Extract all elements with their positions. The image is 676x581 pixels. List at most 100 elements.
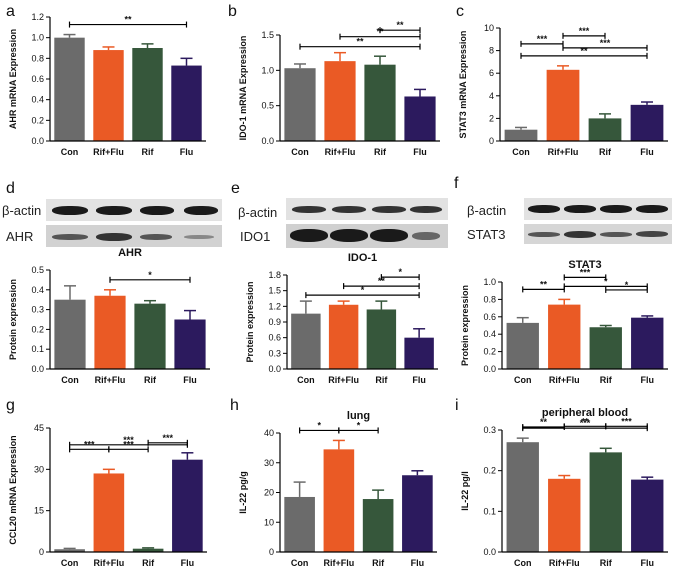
y-tick-label: 1.5 — [268, 286, 281, 296]
blot-d-ahr-strip — [46, 225, 222, 247]
y-axis-label: CCL20 mRNA Expression — [8, 435, 18, 544]
bar-Rif+Flu — [93, 473, 125, 552]
significance-label: *** — [580, 267, 591, 277]
bar-Rif — [362, 499, 394, 552]
blot-band — [184, 206, 218, 215]
significance-label: ** — [580, 46, 588, 56]
blot-band — [636, 231, 668, 237]
blot-f-actin-strip — [524, 198, 672, 220]
y-axis-label: STAT3 mRNA Expression — [458, 31, 468, 139]
y-tick-label: 1.5 — [261, 30, 274, 40]
y-tick-label: 1.0 — [483, 277, 496, 287]
x-tick-label: Rif — [142, 558, 155, 568]
y-axis-label: IL-22 pg/l — [460, 471, 470, 511]
x-tick-label: Flu — [180, 147, 194, 157]
bar-Flu — [402, 475, 433, 552]
panel-letter: f — [454, 175, 459, 192]
blot-band — [600, 232, 632, 237]
x-tick-label: Rif+Flu — [549, 375, 580, 385]
bar-Rif+Flu — [94, 295, 126, 369]
significance-label: * — [604, 276, 608, 286]
bar-Rif+Flu — [548, 304, 581, 369]
y-tick-label: 0.2 — [483, 466, 496, 476]
chart-panel-b: b Con Rif+Flu Rif Flu 0.0 0.5 1.0 1.5 IDO-1 mRNA … — [228, 3, 440, 157]
y-tick-label: 10 — [264, 517, 274, 527]
blot-band — [600, 205, 632, 213]
y-tick-label: 0.8 — [483, 294, 496, 304]
y-tick-label: 1.0 — [261, 65, 274, 75]
chart-title: STAT3 — [568, 259, 601, 271]
x-tick-label: Flu — [641, 558, 655, 568]
significance-label: *** — [123, 435, 134, 445]
y-tick-label: 2 — [489, 113, 494, 123]
bar-Rif+Flu — [323, 449, 355, 552]
bar-Rif — [588, 118, 622, 141]
bar-Rif+Flu — [93, 50, 124, 141]
significance-label: *** — [84, 439, 95, 449]
y-tick-label: 1.2 — [268, 301, 281, 311]
x-tick-label: Rif+Flu — [94, 558, 125, 568]
x-tick-label: Con — [297, 375, 315, 385]
x-tick-label: Rif+Flu — [548, 147, 579, 157]
significance-label: ** — [540, 417, 548, 427]
blot-f-bottom-label: STAT3 — [467, 227, 506, 242]
x-tick-label: Rif — [144, 375, 157, 385]
x-tick-label: Flu — [412, 375, 426, 385]
bar-Flu — [404, 337, 434, 369]
y-tick-label: 30 — [264, 458, 274, 468]
y-tick-label: 0.9 — [268, 317, 281, 327]
bar-Flu — [174, 319, 206, 369]
chart-title: lung — [347, 410, 370, 422]
y-tick-label: 0.0 — [31, 136, 44, 146]
blot-band — [292, 206, 326, 213]
y-tick-label: 8 — [489, 46, 494, 56]
y-tick-label: 40 — [264, 428, 274, 438]
y-tick-label: 0.0 — [483, 547, 496, 557]
y-tick-label: 0.0 — [31, 364, 44, 374]
x-tick-label: Rif+Flu — [93, 147, 124, 157]
bar-Rif — [589, 452, 622, 552]
bar-Rif — [366, 309, 397, 369]
y-axis-label: Protein expression — [245, 281, 255, 362]
y-axis-label: Protein expression — [8, 279, 18, 360]
bar-Rif+Flu — [548, 478, 581, 552]
chart-panel-i: i peripheral blood Con Rif+Flu Rif Flu 0.0 0.1 0… — [455, 397, 668, 568]
chart-title: AHR — [118, 247, 142, 259]
y-axis-label: IL-22 pg/g — [238, 471, 248, 514]
x-tick-label: Flu — [641, 375, 655, 385]
blot-e-top-label: β-actin — [238, 205, 278, 220]
panel-letter: h — [230, 397, 239, 414]
x-tick-label: Rif — [374, 147, 387, 157]
y-tick-label: 30 — [34, 464, 44, 474]
significance-label: ** — [540, 279, 548, 289]
significance-label: *** — [162, 433, 173, 443]
x-tick-label: Con — [291, 147, 309, 157]
y-tick-label: 0.4 — [31, 95, 44, 105]
bar-Rif+Flu — [328, 304, 359, 369]
bar-Con — [506, 442, 539, 552]
significance-label: ** — [396, 20, 404, 30]
blot-band — [330, 229, 368, 242]
bar-Con — [504, 129, 538, 141]
y-tick-label: 10 — [484, 23, 494, 33]
significance-label: * — [625, 280, 629, 290]
y-tick-label: 0.5 — [261, 101, 274, 111]
chart-panel-h: h lung Con Rif+Flu Rif Flu 0 10 20 30 40 IL-22 pg/g… — [230, 397, 437, 568]
x-tick-label: Con — [291, 558, 309, 568]
bar-Con — [506, 322, 539, 369]
y-tick-label: 0.3 — [483, 425, 496, 435]
bar-Flu — [631, 479, 664, 552]
chart-panel-a: a Con Rif+Flu Rif Flu 0.0 0.2 0.4 0.6 0.8 1.0 1.2 AH… — [6, 3, 206, 157]
significance-label: *** — [537, 34, 548, 44]
y-tick-label: 45 — [34, 423, 44, 433]
bar-Flu — [171, 65, 202, 141]
bar-Con — [54, 37, 85, 141]
significance-label: * — [148, 270, 152, 280]
significance-label: * — [398, 267, 402, 277]
y-tick-label: 0.0 — [483, 364, 496, 374]
significance-label: ** — [378, 276, 386, 286]
x-tick-label: Rif — [600, 558, 613, 568]
bar-Rif — [364, 64, 396, 141]
blot-e-bottom-label: IDO1 — [240, 229, 271, 244]
